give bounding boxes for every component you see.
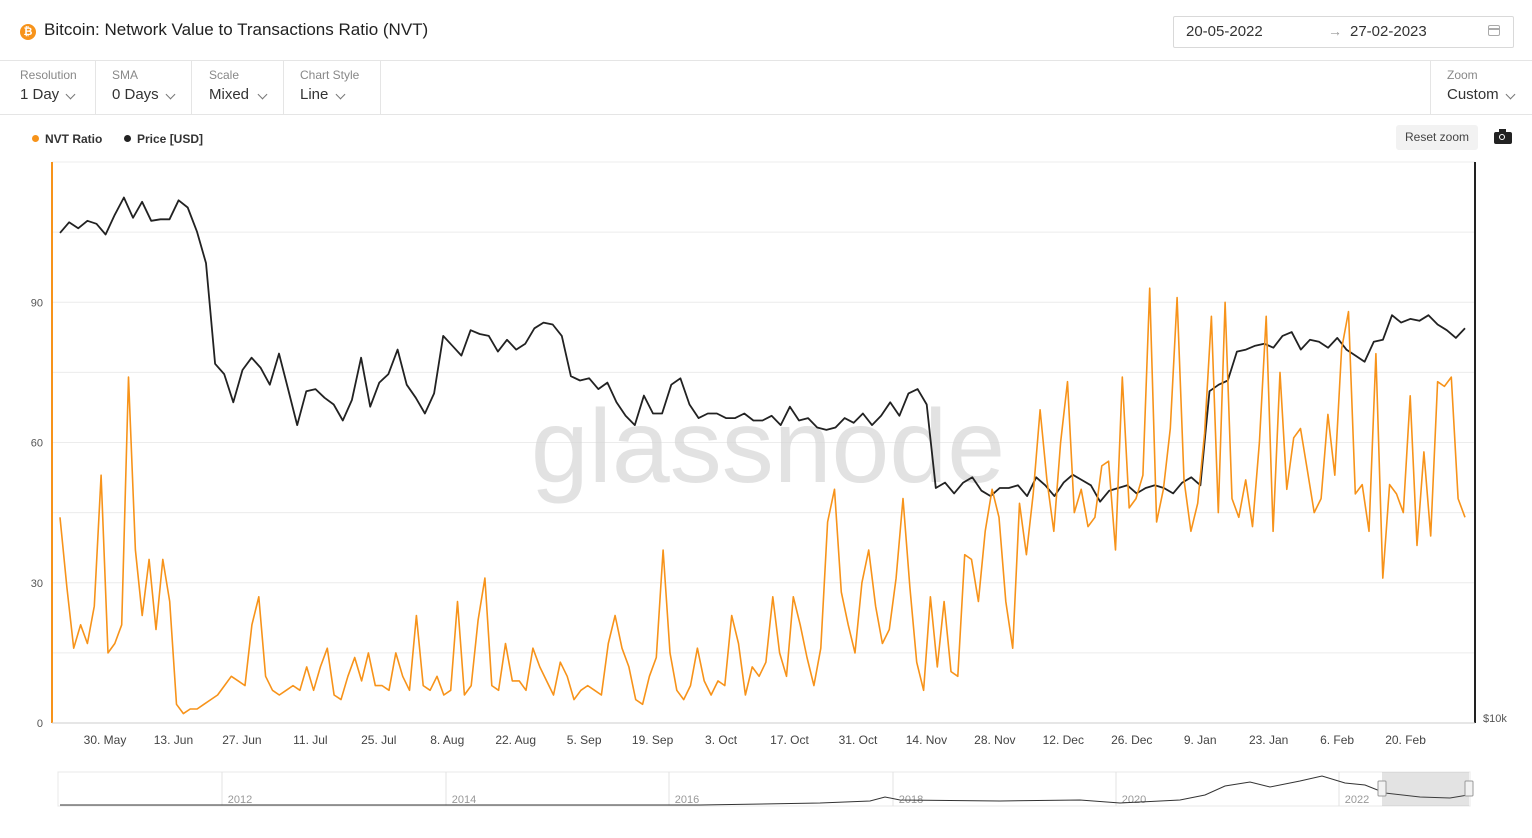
navigator[interactable]: 2012 2014 2016 2018 2020 2022 xyxy=(57,771,1474,807)
x-axis: 30. May 13. Jun 27. Jun 11. Jul 25. Jul 8. Au… xyxy=(84,733,1427,747)
x-tick-label: 8. Aug xyxy=(430,733,464,747)
x-tick-label: 11. Jul xyxy=(293,733,327,747)
scale-select[interactable]: Scale Mixed xyxy=(192,60,284,114)
resolution-select[interactable]: Resolution 1 Day xyxy=(0,60,96,114)
navigator-year-label: 2014 xyxy=(452,794,476,806)
y-tick-label: 30 xyxy=(31,578,43,590)
chart-style-select[interactable]: Chart Style Line xyxy=(284,60,381,114)
navigator-year-label: 2016 xyxy=(675,794,699,806)
series-line-nvt xyxy=(59,287,1466,715)
navigator-year-label: 2012 xyxy=(228,794,252,806)
navigator-handle-right[interactable] xyxy=(1464,780,1474,797)
scale-label: Scale xyxy=(209,68,240,82)
sma-select[interactable]: SMA 0 Days xyxy=(96,60,192,114)
chart-style-label: Chart Style xyxy=(300,68,360,82)
x-tick-label: 3. Oct xyxy=(705,733,738,747)
arrow-right-icon: → xyxy=(1328,23,1342,39)
legend-item-price[interactable]: Price [USD] xyxy=(124,132,203,146)
series-line-price xyxy=(59,196,1466,503)
right-axis-tick: $10k xyxy=(1483,713,1507,725)
legend-label: NVT Ratio xyxy=(45,132,103,146)
x-tick-label: 19. Sep xyxy=(632,733,674,747)
zoom-select[interactable]: Zoom Custom xyxy=(1430,60,1532,114)
left-axis: 0 30 60 90 xyxy=(31,297,43,730)
navigator-track xyxy=(57,771,1471,807)
chart-header: ₿ Bitcoin: Network Value to Transactions… xyxy=(0,0,1532,61)
navigator-series xyxy=(60,775,1469,806)
x-tick-label: 28. Nov xyxy=(974,733,1015,747)
x-tick-label: 12. Dec xyxy=(1043,733,1084,747)
x-tick-label: 17. Oct xyxy=(770,733,809,747)
camera-icon[interactable] xyxy=(1494,129,1512,144)
y-tick-label: 90 xyxy=(31,297,43,309)
navigator-year-label: 2022 xyxy=(1345,794,1369,806)
x-tick-label: 20. Feb xyxy=(1385,733,1426,747)
x-tick-label: 5. Sep xyxy=(567,733,602,747)
x-tick-label: 27. Jun xyxy=(222,733,261,747)
zoom-label: Zoom xyxy=(1447,68,1478,82)
x-tick-label: 25. Jul xyxy=(361,733,396,747)
y-tick-label: 60 xyxy=(31,438,43,450)
x-tick-label: 13. Jun xyxy=(154,733,193,747)
navigator-year-label: 2020 xyxy=(1122,794,1146,806)
date-end-input[interactable]: 27-02-2023 xyxy=(1350,23,1427,40)
legend-label: Price [USD] xyxy=(137,132,204,146)
chart-toolbar: Resolution 1 Day SMA 0 Days Scale Mixed … xyxy=(0,60,1532,115)
x-tick-label: 9. Jan xyxy=(1184,733,1217,747)
date-start-input[interactable]: 20-05-2022 xyxy=(1186,23,1263,40)
legend-item-nvt[interactable]: NVT Ratio xyxy=(32,132,102,146)
bitcoin-icon: ₿ xyxy=(20,24,36,40)
resolution-label: Resolution xyxy=(20,68,77,82)
x-tick-label: 23. Jan xyxy=(1249,733,1288,747)
zoom-value[interactable]: Custom xyxy=(1447,86,1499,103)
scale-value[interactable]: Mixed xyxy=(209,86,250,103)
chart-style-value[interactable]: Line xyxy=(300,86,329,103)
x-tick-label: 14. Nov xyxy=(906,733,947,747)
x-tick-label: 30. May xyxy=(84,733,127,747)
y-tick-label: 0 xyxy=(37,718,43,730)
sma-label: SMA xyxy=(112,68,139,82)
date-range-picker[interactable]: 20-05-2022 → 27-02-2023 xyxy=(1173,16,1514,48)
legend-dot xyxy=(32,135,39,142)
sma-value[interactable]: 0 Days xyxy=(112,86,159,103)
resolution-value[interactable]: 1 Day xyxy=(20,86,60,103)
x-tick-label: 31. Oct xyxy=(839,733,878,747)
calendar-icon[interactable] xyxy=(1488,25,1500,36)
navigator-handle-left[interactable] xyxy=(1377,780,1387,797)
reset-zoom-button[interactable]: Reset zoom xyxy=(1396,125,1478,150)
x-tick-label: 26. Dec xyxy=(1111,733,1152,747)
navigator-selection[interactable] xyxy=(1382,772,1469,806)
watermark: glassnode xyxy=(531,389,1005,505)
chart-title: Bitcoin: Network Value to Transactions R… xyxy=(44,20,429,39)
x-tick-label: 6. Feb xyxy=(1320,733,1354,747)
legend-dot xyxy=(124,135,131,142)
x-tick-label: 22. Aug xyxy=(495,733,536,747)
